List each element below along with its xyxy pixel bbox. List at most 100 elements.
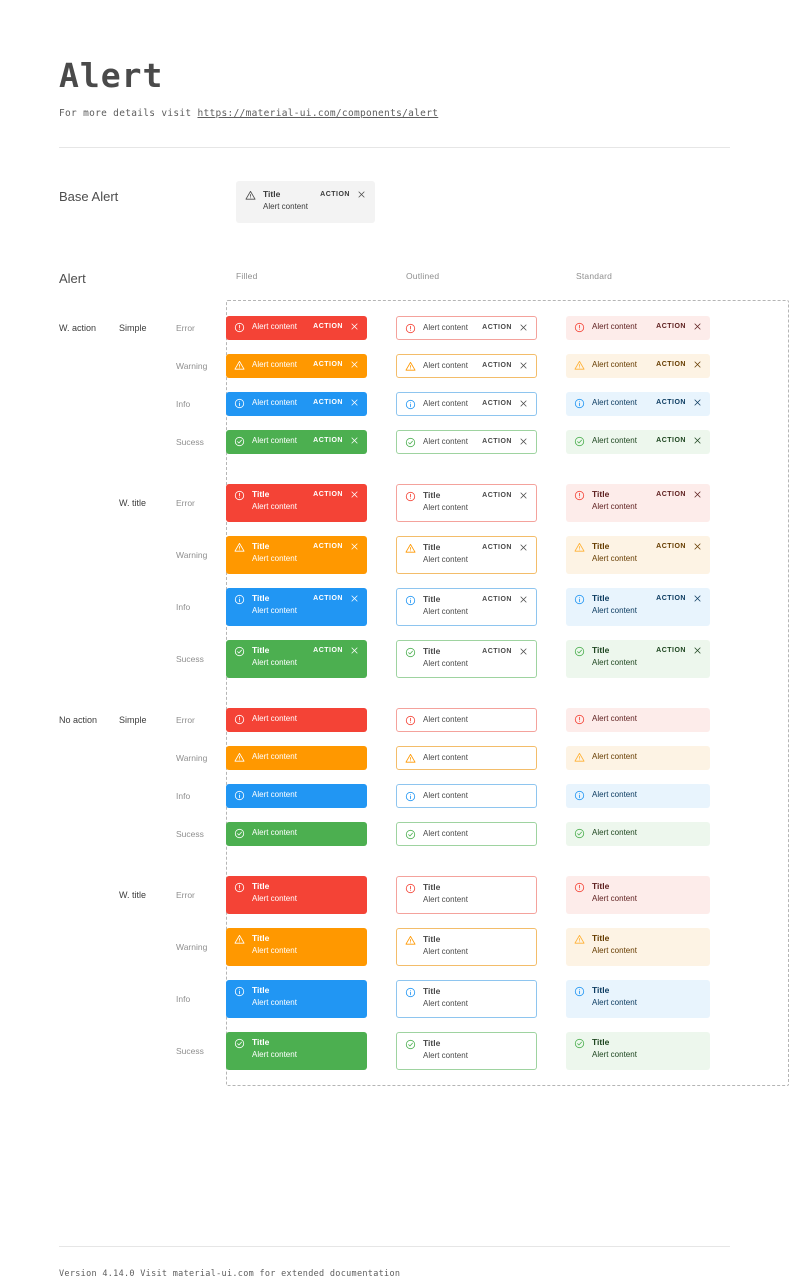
alert-standard-error-with-title-no-action[interactable]: Title Alert content — [566, 875, 710, 914]
close-icon[interactable] — [693, 490, 702, 499]
action-button[interactable]: ACTION — [656, 646, 686, 654]
close-icon[interactable] — [693, 398, 702, 407]
alert-outlined-warning-with-title-with-action[interactable]: Title Alert content ACTION — [396, 535, 537, 574]
action-button[interactable]: ACTION — [482, 323, 512, 331]
action-button[interactable]: ACTION — [656, 360, 686, 368]
action-button[interactable]: ACTION — [482, 399, 512, 407]
close-icon[interactable] — [519, 491, 528, 500]
alert-outlined-warning-simple-with-action[interactable]: Alert content ACTION — [396, 353, 537, 378]
close-icon[interactable] — [357, 190, 366, 199]
docs-link[interactable]: https://material-ui.com/components/alert — [197, 108, 439, 120]
alert-outlined-success-with-title-no-action[interactable]: Title Alert content — [396, 1031, 537, 1070]
alert-filled-success-with-title-no-action[interactable]: Title Alert content — [226, 1031, 367, 1070]
alert-filled-info-simple-with-action[interactable]: Alert content ACTION — [226, 391, 367, 416]
alert-outlined-warning-with-title-no-action[interactable]: Title Alert content — [396, 927, 537, 966]
action-button[interactable]: ACTION — [656, 436, 686, 444]
base-alert[interactable]: Title Alert content ACTION — [236, 181, 375, 223]
alert-standard-warning-simple-no-action[interactable]: Alert content — [566, 745, 710, 770]
close-icon[interactable] — [350, 360, 359, 369]
alert-outlined-info-simple-with-action[interactable]: Alert content ACTION — [396, 391, 537, 416]
close-icon[interactable] — [693, 542, 702, 551]
close-icon[interactable] — [350, 490, 359, 499]
alert-standard-info-with-title-no-action[interactable]: Title Alert content — [566, 979, 710, 1018]
alert-filled-warning-simple-no-action[interactable]: Alert content — [226, 745, 367, 770]
alert-standard-success-with-title-with-action[interactable]: Title Alert content ACTION — [566, 639, 710, 678]
alert-outlined-success-with-title-with-action[interactable]: Title Alert content ACTION — [396, 639, 537, 678]
alert-standard-error-simple-with-action[interactable]: Alert content ACTION — [566, 315, 710, 340]
close-icon[interactable] — [693, 360, 702, 369]
close-icon[interactable] — [350, 594, 359, 603]
alert-standard-warning-with-title-with-action[interactable]: Title Alert content ACTION — [566, 535, 710, 574]
alert-outlined-error-with-title-no-action[interactable]: Title Alert content — [396, 875, 537, 914]
action-button[interactable]: ACTION — [313, 322, 343, 330]
action-button[interactable]: ACTION — [482, 437, 512, 445]
alert-outlined-error-simple-no-action[interactable]: Alert content — [396, 707, 537, 732]
alert-standard-error-with-title-with-action[interactable]: Title Alert content ACTION — [566, 483, 710, 522]
close-icon[interactable] — [350, 322, 359, 331]
alert-filled-success-with-title-with-action[interactable]: Title Alert content ACTION — [226, 639, 367, 678]
alert-standard-success-simple-no-action[interactable]: Alert content — [566, 821, 710, 846]
alert-outlined-info-with-title-with-action[interactable]: Title Alert content ACTION — [396, 587, 537, 626]
alert-outlined-info-simple-no-action[interactable]: Alert content — [396, 783, 537, 808]
action-button[interactable]: ACTION — [656, 594, 686, 602]
alert-filled-info-with-title-with-action[interactable]: Title Alert content ACTION — [226, 587, 367, 626]
action-button[interactable]: ACTION — [320, 191, 350, 199]
close-icon[interactable] — [519, 361, 528, 370]
alert-filled-warning-with-title-with-action[interactable]: Title Alert content ACTION — [226, 535, 367, 574]
action-button[interactable]: ACTION — [313, 646, 343, 654]
close-icon[interactable] — [693, 436, 702, 445]
alert-standard-error-simple-no-action[interactable]: Alert content — [566, 707, 710, 732]
action-button[interactable]: ACTION — [656, 542, 686, 550]
alert-standard-info-simple-with-action[interactable]: Alert content ACTION — [566, 391, 710, 416]
close-icon[interactable] — [519, 437, 528, 446]
action-button[interactable]: ACTION — [656, 322, 686, 330]
alert-outlined-success-simple-with-action[interactable]: Alert content ACTION — [396, 429, 537, 454]
alert-standard-success-simple-with-action[interactable]: Alert content ACTION — [566, 429, 710, 454]
alert-filled-warning-simple-with-action[interactable]: Alert content ACTION — [226, 353, 367, 378]
action-button[interactable]: ACTION — [482, 361, 512, 369]
close-icon[interactable] — [350, 436, 359, 445]
alert-outlined-error-simple-with-action[interactable]: Alert content ACTION — [396, 315, 537, 340]
alert-standard-success-with-title-no-action[interactable]: Title Alert content — [566, 1031, 710, 1070]
action-button[interactable]: ACTION — [313, 436, 343, 444]
close-icon[interactable] — [519, 595, 528, 604]
close-icon[interactable] — [350, 542, 359, 551]
close-icon[interactable] — [519, 543, 528, 552]
alert-filled-success-simple-no-action[interactable]: Alert content — [226, 821, 367, 846]
alert-filled-error-with-title-no-action[interactable]: Title Alert content — [226, 875, 367, 914]
action-button[interactable]: ACTION — [313, 594, 343, 602]
alert-filled-error-simple-with-action[interactable]: Alert content ACTION — [226, 315, 367, 340]
alert-outlined-warning-simple-no-action[interactable]: Alert content — [396, 745, 537, 770]
action-button[interactable]: ACTION — [313, 542, 343, 550]
alert-standard-warning-simple-with-action[interactable]: Alert content ACTION — [566, 353, 710, 378]
alert-filled-error-with-title-with-action[interactable]: Title Alert content ACTION — [226, 483, 367, 522]
close-icon[interactable] — [519, 647, 528, 656]
close-icon[interactable] — [693, 646, 702, 655]
action-button[interactable]: ACTION — [656, 490, 686, 498]
action-button[interactable]: ACTION — [482, 647, 512, 655]
alert-filled-info-simple-no-action[interactable]: Alert content — [226, 783, 367, 808]
alert-filled-success-simple-with-action[interactable]: Alert content ACTION — [226, 429, 367, 454]
action-button[interactable]: ACTION — [313, 398, 343, 406]
close-icon[interactable] — [519, 323, 528, 332]
close-icon[interactable] — [693, 594, 702, 603]
alert-standard-info-simple-no-action[interactable]: Alert content — [566, 783, 710, 808]
action-button[interactable]: ACTION — [313, 360, 343, 368]
alert-outlined-success-simple-no-action[interactable]: Alert content — [396, 821, 537, 846]
close-icon[interactable] — [519, 399, 528, 408]
alert-standard-warning-with-title-no-action[interactable]: Title Alert content — [566, 927, 710, 966]
close-icon[interactable] — [693, 322, 702, 331]
alert-outlined-error-with-title-with-action[interactable]: Title Alert content ACTION — [396, 483, 537, 522]
action-button[interactable]: ACTION — [482, 595, 512, 603]
alert-filled-error-simple-no-action[interactable]: Alert content — [226, 707, 367, 732]
close-icon[interactable] — [350, 646, 359, 655]
alert-filled-warning-with-title-no-action[interactable]: Title Alert content — [226, 927, 367, 966]
alert-filled-info-with-title-no-action[interactable]: Title Alert content — [226, 979, 367, 1018]
alert-outlined-info-with-title-no-action[interactable]: Title Alert content — [396, 979, 537, 1018]
action-button[interactable]: ACTION — [482, 543, 512, 551]
action-button[interactable]: ACTION — [313, 490, 343, 498]
action-button[interactable]: ACTION — [482, 491, 512, 499]
alert-standard-info-with-title-with-action[interactable]: Title Alert content ACTION — [566, 587, 710, 626]
action-button[interactable]: ACTION — [656, 398, 686, 406]
close-icon[interactable] — [350, 398, 359, 407]
